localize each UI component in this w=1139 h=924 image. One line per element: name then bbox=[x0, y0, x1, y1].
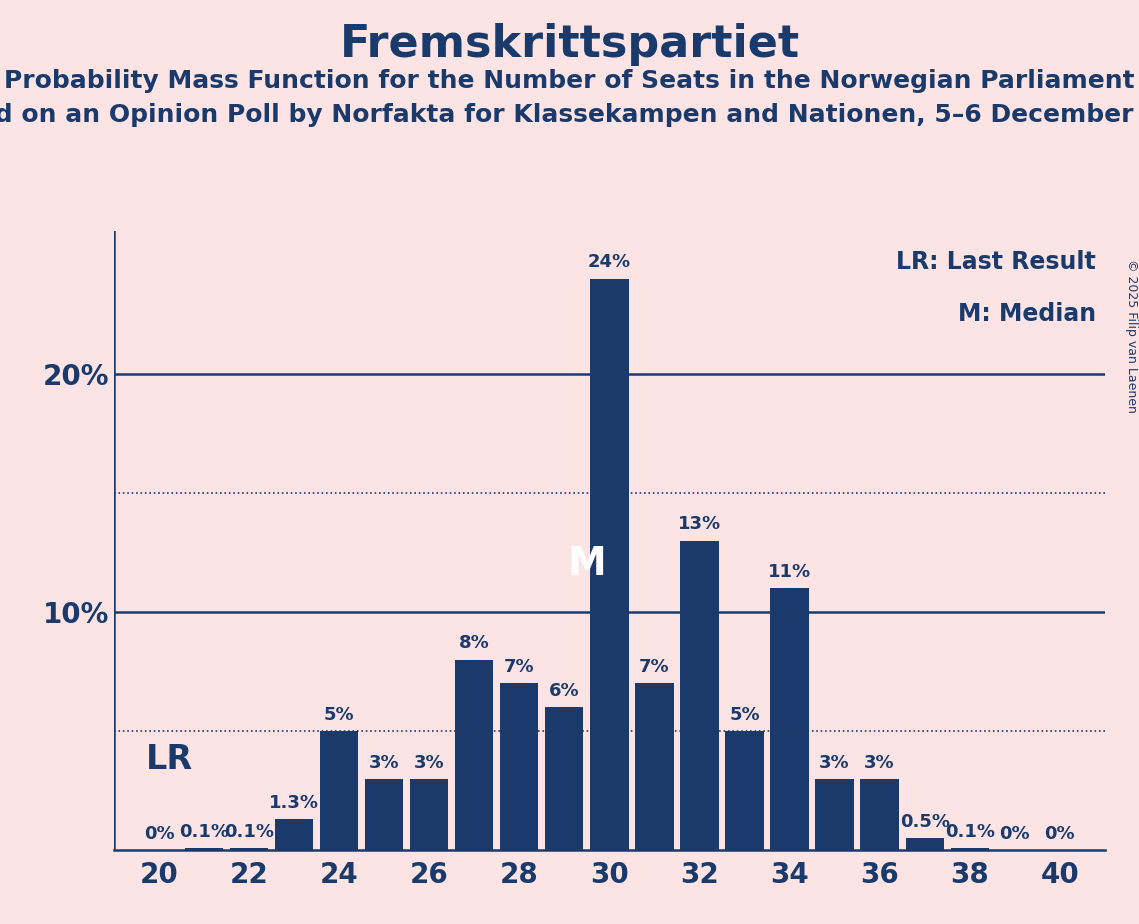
Bar bbox=[636, 684, 673, 850]
Bar bbox=[364, 779, 403, 850]
Text: M: M bbox=[567, 545, 606, 583]
Text: 0%: 0% bbox=[999, 825, 1030, 843]
Text: 11%: 11% bbox=[768, 563, 811, 581]
Bar bbox=[185, 847, 223, 850]
Bar bbox=[951, 847, 989, 850]
Text: © 2025 Filip van Laenen: © 2025 Filip van Laenen bbox=[1124, 259, 1138, 413]
Text: 13%: 13% bbox=[678, 516, 721, 533]
Text: Based on an Opinion Poll by Norfakta for Klassekampen and Nationen, 5–6 December: Based on an Opinion Poll by Norfakta for… bbox=[0, 103, 1139, 128]
Text: 0%: 0% bbox=[1044, 825, 1075, 843]
Bar bbox=[546, 707, 583, 850]
Text: 6%: 6% bbox=[549, 682, 580, 700]
Text: 8%: 8% bbox=[459, 635, 490, 652]
Text: Fremskrittspartiet: Fremskrittspartiet bbox=[339, 23, 800, 67]
Text: 7%: 7% bbox=[639, 658, 670, 676]
Text: 3%: 3% bbox=[413, 753, 444, 772]
Bar bbox=[500, 684, 539, 850]
Bar bbox=[410, 779, 449, 850]
Bar bbox=[230, 847, 268, 850]
Bar bbox=[770, 589, 809, 850]
Text: 1.3%: 1.3% bbox=[269, 794, 319, 812]
Bar bbox=[680, 541, 719, 850]
Bar bbox=[726, 731, 763, 850]
Text: 5%: 5% bbox=[729, 706, 760, 723]
Text: 5%: 5% bbox=[323, 706, 354, 723]
Text: 0.1%: 0.1% bbox=[224, 822, 274, 841]
Text: M: Median: M: Median bbox=[958, 302, 1096, 326]
Bar bbox=[456, 660, 493, 850]
Bar bbox=[320, 731, 359, 850]
Text: Probability Mass Function for the Number of Seats in the Norwegian Parliament: Probability Mass Function for the Number… bbox=[5, 69, 1134, 93]
Text: 0.1%: 0.1% bbox=[179, 822, 229, 841]
Text: 0%: 0% bbox=[144, 825, 174, 843]
Bar bbox=[860, 779, 899, 850]
Text: 3%: 3% bbox=[369, 753, 400, 772]
Text: 0.1%: 0.1% bbox=[944, 822, 994, 841]
Bar bbox=[906, 838, 944, 850]
Text: 3%: 3% bbox=[819, 753, 850, 772]
Bar bbox=[274, 819, 313, 850]
Text: 7%: 7% bbox=[503, 658, 534, 676]
Text: 0.5%: 0.5% bbox=[900, 813, 950, 831]
Bar bbox=[816, 779, 854, 850]
Bar bbox=[590, 279, 629, 850]
Text: 24%: 24% bbox=[588, 253, 631, 272]
Text: LR: LR bbox=[146, 743, 192, 776]
Text: 3%: 3% bbox=[865, 753, 895, 772]
Text: LR: Last Result: LR: Last Result bbox=[896, 250, 1096, 274]
